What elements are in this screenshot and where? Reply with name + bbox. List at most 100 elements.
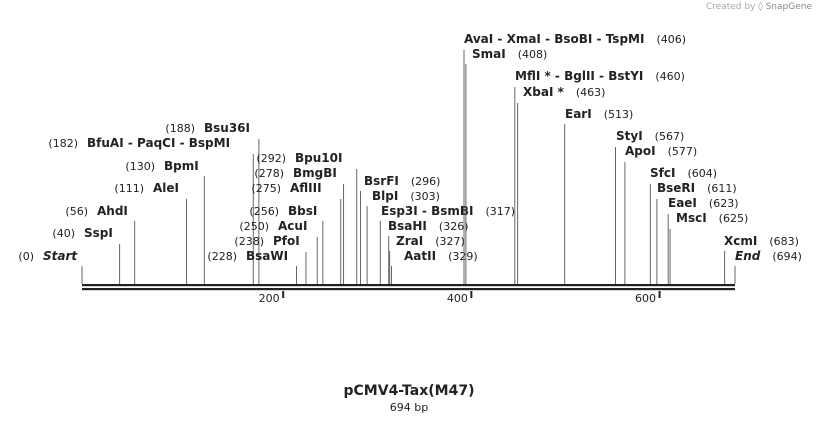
- scale-tick-label-200: 200: [259, 292, 280, 305]
- site-position-smai: (408): [518, 48, 548, 61]
- site-label-mfli: MflI * - BglII - BstYI (460): [515, 69, 685, 83]
- scale-tick-label-400: 400: [447, 292, 468, 305]
- site-label-bbsi: BbsI: [288, 204, 317, 218]
- site-position-xbai: (463): [576, 86, 606, 99]
- site-label-bsu36i: Bsu36I: [204, 121, 250, 135]
- site-names-bfuai: BfuAI - PaqCI - BspMI: [87, 136, 230, 150]
- credit-brand: SnapGene: [765, 2, 812, 12]
- site-names-pfoi: PfoI: [273, 234, 300, 248]
- site-label-start: Start: [43, 249, 78, 263]
- site-position-avai: (406): [656, 33, 686, 46]
- site-names-apoi: ApoI: [625, 144, 656, 158]
- site-label-apoi: ApoI (577): [625, 144, 697, 158]
- site-label-bpmi: BpmI: [164, 159, 199, 173]
- scale-tick-label-600: 600: [635, 292, 656, 305]
- site-label-bpu10i: Bpu10I: [295, 151, 342, 165]
- site-position-start: (0): [18, 250, 34, 263]
- site-label-sfci: SfcI (604): [650, 166, 717, 180]
- site-label-bsahi: BsaHI (326): [388, 219, 469, 233]
- snapgene-credit: Created by ◊ SnapGene: [706, 2, 812, 12]
- site-label-sspi: SspI: [84, 226, 113, 240]
- site-position-bbsi: (256): [249, 205, 279, 218]
- site-names-start: Start: [43, 249, 78, 263]
- site-label-eaei: EaeI (623): [668, 196, 739, 210]
- site-label-xcmi: XcmI (683): [724, 234, 799, 248]
- site-label-bseri: BseRI (611): [657, 181, 737, 195]
- site-position-xcmi: (683): [769, 235, 799, 248]
- site-label-end: End (694): [735, 249, 802, 263]
- site-label-pfoi: PfoI: [273, 234, 300, 248]
- site-position-blpi: (303): [410, 190, 440, 203]
- site-names-bpu10i: Bpu10I: [295, 151, 342, 165]
- site-label-aatii: AatII (329): [404, 249, 478, 263]
- site-position-aatii: (329): [448, 250, 478, 263]
- site-position-zrai: (327): [435, 235, 465, 248]
- site-label-acui: AcuI: [278, 219, 307, 233]
- site-names-end: End: [735, 249, 761, 263]
- site-position-msci: (625): [719, 212, 749, 225]
- backbone-strand-bottom: [82, 288, 735, 291]
- site-position-mfli: (460): [655, 70, 685, 83]
- site-label-bsawi: BsaWI: [246, 249, 288, 263]
- site-position-bsu36i: (188): [165, 122, 195, 135]
- plasmid-name: pCMV4-Tax(M47): [343, 383, 475, 399]
- site-label-bmgbi: BmgBI: [293, 166, 337, 180]
- site-names-eaei: EaeI: [668, 196, 697, 210]
- site-names-msci: MscI: [676, 211, 707, 225]
- site-names-alei: AleI: [153, 181, 179, 195]
- site-names-sfci: SfcI: [650, 166, 675, 180]
- site-label-msci: MscI (625): [676, 211, 748, 225]
- site-label-xbai: XbaI * (463): [523, 85, 605, 99]
- site-position-afliii: (275): [251, 182, 281, 195]
- backbone-strand-top: [82, 284, 735, 287]
- site-label-alei: AleI: [153, 181, 179, 195]
- site-names-smai: SmaI: [472, 47, 506, 61]
- site-names-styi: StyI: [616, 129, 643, 143]
- site-position-bmgbi: (278): [254, 167, 284, 180]
- site-names-aatii: AatII: [404, 249, 436, 263]
- site-position-bsrfi: (296): [411, 175, 441, 188]
- site-names-bmgbi: BmgBI: [293, 166, 337, 180]
- site-label-afliii: AflIII: [290, 181, 322, 195]
- site-label-eari: EarI (513): [565, 107, 633, 121]
- site-names-afliii: AflIII: [290, 181, 322, 195]
- site-position-bsawi: (228): [207, 250, 237, 263]
- site-position-styi: (567): [655, 130, 685, 143]
- site-names-bsawi: BsaWI: [246, 249, 288, 263]
- site-names-zrai: ZraI: [396, 234, 423, 248]
- site-position-pfoi: (238): [234, 235, 264, 248]
- site-position-apoi: (577): [668, 145, 698, 158]
- site-label-blpi: BlpI (303): [372, 189, 440, 203]
- site-position-sfci: (604): [687, 167, 717, 180]
- site-names-bsahi: BsaHI: [388, 219, 427, 233]
- site-position-bpmi: (130): [125, 160, 155, 173]
- site-label-esp3i: Esp3I - BsmBI (317): [381, 204, 515, 218]
- restriction-map: 200 400 600 Start (0) SspI (40) AhdI (56) AleI (11…: [18, 32, 802, 305]
- site-position-sspi: (40): [52, 227, 75, 240]
- site-position-end: (694): [772, 250, 802, 263]
- site-position-eaei: (623): [709, 197, 739, 210]
- site-position-eari: (513): [604, 108, 634, 121]
- site-names-esp3i: Esp3I - BsmBI: [381, 204, 473, 218]
- site-label-bfuai: BfuAI - PaqCI - BspMI: [87, 136, 230, 150]
- site-names-xcmi: XcmI: [724, 234, 757, 248]
- site-position-ahdi: (56): [65, 205, 88, 218]
- site-label-avai: AvaI - XmaI - BsoBI - TspMI (406): [464, 32, 686, 46]
- credit-prefix: Created by: [705, 2, 756, 12]
- site-label-bsrfi: BsrFI (296): [364, 174, 440, 188]
- site-label-ahdi: AhdI: [97, 204, 128, 218]
- site-names-avai: AvaI - XmaI - BsoBI - TspMI: [464, 32, 644, 46]
- site-names-bpmi: BpmI: [164, 159, 199, 173]
- site-names-bseri: BseRI: [657, 181, 695, 195]
- site-label-zrai: ZraI (327): [396, 234, 465, 248]
- site-names-acui: AcuI: [278, 219, 307, 233]
- site-names-mfli: MflI * - BglII - BstYI: [515, 69, 643, 83]
- site-names-sspi: SspI: [84, 226, 113, 240]
- plasmid-length: 694 bp: [389, 401, 429, 414]
- snapgene-logo: ◊: [758, 2, 763, 12]
- site-names-ahdi: AhdI: [97, 204, 128, 218]
- site-names-bbsi: BbsI: [288, 204, 317, 218]
- site-label-smai: SmaI (408): [472, 47, 547, 61]
- site-names-bsrfi: BsrFI: [364, 174, 399, 188]
- site-position-bsahi: (326): [439, 220, 469, 233]
